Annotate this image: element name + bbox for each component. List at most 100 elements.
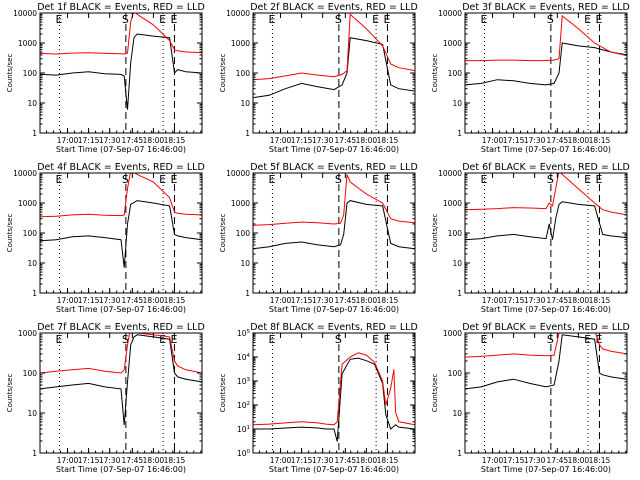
panel-title: Det 4f BLACK = Events, RED = LLD bbox=[37, 162, 205, 173]
y-tick-label: 1000 bbox=[18, 199, 37, 208]
y-tick-label: 10 bbox=[27, 99, 37, 108]
x-tick-label: 18:00 bbox=[143, 296, 165, 305]
marker-label: E bbox=[55, 333, 62, 346]
y-tick-label: 1000 bbox=[231, 39, 250, 48]
series-events-line bbox=[40, 334, 202, 426]
x-axis-label: Start Time (07-Sep-07 16:46:00) bbox=[56, 465, 186, 474]
x-tick-label: 17:30 bbox=[524, 136, 546, 145]
y-tick-label: 100 bbox=[23, 69, 38, 78]
y-axis-label: Counts/sec bbox=[6, 214, 14, 253]
marker-label: E bbox=[170, 13, 177, 26]
plot-frame bbox=[464, 12, 628, 134]
y-tick-label: 1 bbox=[32, 289, 37, 298]
x-tick-label: 17:00 bbox=[482, 296, 504, 305]
x-tick-label: 17:00 bbox=[482, 136, 504, 145]
y-axis-label: Counts/sec bbox=[219, 214, 227, 253]
series-events-line bbox=[465, 42, 627, 86]
plot-frame bbox=[39, 172, 203, 294]
x-tick-label: 17:45 bbox=[122, 296, 144, 305]
x-tick-label: 17:30 bbox=[99, 456, 121, 465]
y-tick-label: 1000 bbox=[18, 39, 37, 48]
series-lld-line bbox=[40, 173, 202, 218]
x-tick-label: 17:15 bbox=[291, 296, 313, 305]
x-axis-label: Start Time (07-Sep-07 16:46:00) bbox=[481, 145, 611, 154]
x-tick-label: 17:30 bbox=[524, 456, 546, 465]
marker-label: E bbox=[268, 13, 275, 26]
x-tick-label: 18:15 bbox=[377, 296, 399, 305]
x-tick-label: 17:30 bbox=[312, 456, 334, 465]
marker-label: E bbox=[383, 173, 390, 186]
x-tick-label: 18:00 bbox=[568, 136, 590, 145]
x-tick-label: 17:15 bbox=[503, 136, 525, 145]
marker-label: S bbox=[335, 333, 342, 346]
marker-label: E bbox=[595, 13, 602, 26]
marker-label: E bbox=[480, 13, 487, 26]
y-tick-label: 1000 bbox=[231, 199, 250, 208]
series-lld-line bbox=[253, 174, 415, 226]
marker-label: S bbox=[122, 13, 129, 26]
y-tick-label: 10 bbox=[240, 99, 250, 108]
plot-frame bbox=[39, 12, 203, 134]
y-tick-label: 1000 bbox=[443, 39, 462, 48]
x-tick-label: 17:15 bbox=[291, 136, 313, 145]
y-tick-label: 100 bbox=[448, 69, 463, 78]
x-axis-label: Start Time (07-Sep-07 16:46:00) bbox=[269, 305, 399, 314]
x-tick-label: 17:15 bbox=[78, 136, 100, 145]
y-tick-label: 1 bbox=[245, 289, 250, 298]
y-tick-label: 1 bbox=[457, 129, 462, 138]
panel-title: Det 3f BLACK = Events, RED = LLD bbox=[462, 2, 630, 13]
plot-frame bbox=[252, 332, 416, 454]
x-tick-label: 17:30 bbox=[312, 296, 334, 305]
marker-label: E bbox=[584, 333, 591, 346]
y-tick-label: 1 bbox=[32, 129, 37, 138]
marker-label: S bbox=[335, 173, 342, 186]
marker-label: E bbox=[159, 173, 166, 186]
marker-label: E bbox=[159, 13, 166, 26]
x-tick-label: 18:15 bbox=[589, 456, 611, 465]
marker-label: E bbox=[383, 333, 390, 346]
x-tick-label: 17:45 bbox=[122, 136, 144, 145]
y-tick-label: 10000 bbox=[13, 9, 37, 18]
y-tick-label: 10 bbox=[452, 99, 462, 108]
x-axis-label: Start Time (07-Sep-07 16:46:00) bbox=[56, 145, 186, 154]
panel-title: Det 6f BLACK = Events, RED = LLD bbox=[462, 162, 630, 173]
marker-label: E bbox=[159, 333, 166, 346]
y-axis-label: Counts/sec bbox=[6, 54, 14, 93]
x-axis-label: Start Time (07-Sep-07 16:46:00) bbox=[56, 305, 186, 314]
x-tick-label: 17:30 bbox=[99, 136, 121, 145]
marker-label: S bbox=[335, 13, 342, 26]
y-axis-label: Counts/sec bbox=[431, 54, 439, 93]
y-axis-label: Counts/sec bbox=[6, 374, 14, 413]
marker-label: S bbox=[122, 333, 129, 346]
series-lld-line bbox=[40, 333, 202, 374]
series-events-line bbox=[40, 200, 202, 268]
x-tick-label: 17:45 bbox=[547, 136, 569, 145]
y-tick-label: 1 bbox=[457, 289, 462, 298]
marker-label: E bbox=[372, 333, 379, 346]
x-tick-label: 17:45 bbox=[335, 456, 357, 465]
y-tick-label: 105 bbox=[237, 329, 251, 338]
y-axis-label: Counts/sec bbox=[219, 374, 227, 413]
marker-label: E bbox=[55, 13, 62, 26]
x-tick-label: 18:15 bbox=[589, 136, 611, 145]
y-axis-label: Counts/sec bbox=[431, 214, 439, 253]
panel-title: Det 5f BLACK = Events, RED = LLD bbox=[250, 162, 418, 173]
x-axis-label: Start Time (07-Sep-07 16:46:00) bbox=[269, 145, 399, 154]
plot-frame bbox=[464, 332, 628, 454]
marker-label: E bbox=[480, 173, 487, 186]
marker-label: E bbox=[595, 173, 602, 186]
x-tick-label: 18:00 bbox=[143, 456, 165, 465]
marker-label: E bbox=[584, 13, 591, 26]
marker-label: S bbox=[547, 173, 554, 186]
series-events-line bbox=[40, 33, 202, 110]
y-tick-label: 10000 bbox=[226, 169, 250, 178]
y-tick-label: 104 bbox=[237, 353, 251, 362]
y-tick-label: 10 bbox=[27, 409, 37, 418]
y-axis-label: Counts/sec bbox=[219, 54, 227, 93]
x-tick-label: 17:15 bbox=[78, 296, 100, 305]
